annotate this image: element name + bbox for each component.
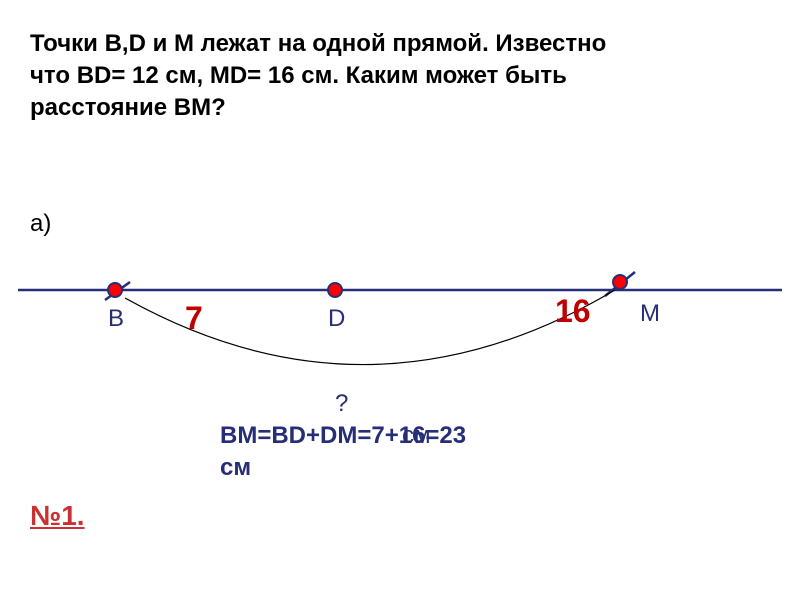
label-b: B <box>108 305 124 333</box>
point-d <box>328 283 342 297</box>
label-m: M <box>640 300 660 328</box>
value-dm: 16 <box>555 293 591 330</box>
point-b <box>108 283 122 297</box>
value-bd: 7 <box>185 300 203 337</box>
answer-line-2: см <box>220 454 251 482</box>
answer-line-1: BM=BD+DM=7+16=23 <box>220 422 466 450</box>
point-m <box>613 275 627 289</box>
label-d: D <box>328 305 345 333</box>
diagram-svg <box>0 0 800 600</box>
problem-number: №1. <box>30 500 85 532</box>
question-mark: ? <box>335 390 348 418</box>
